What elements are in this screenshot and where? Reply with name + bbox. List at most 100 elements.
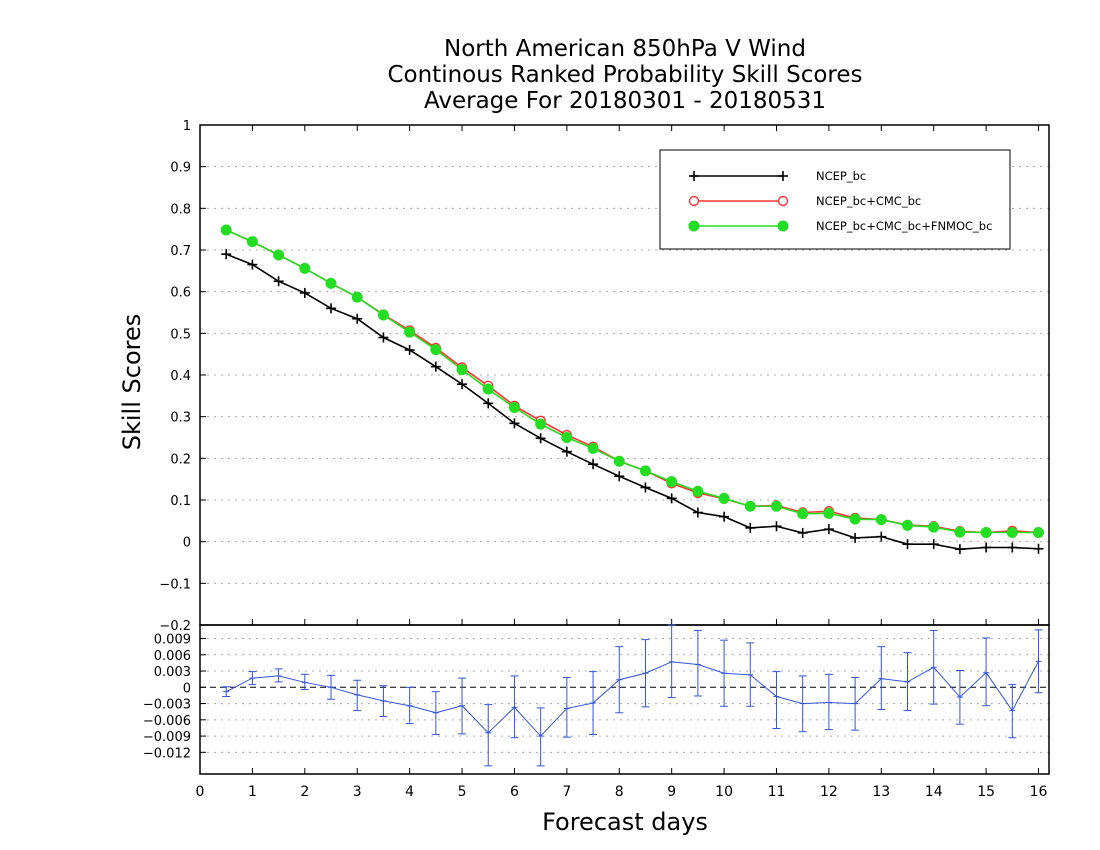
diff-y-tick-label: 0.009 [154,633,191,648]
y-tick-label: 0.2 [170,452,191,467]
data-point [688,220,700,232]
data-point [1033,527,1045,538]
y-tick-label: 1 [183,119,191,134]
series-line [225,229,1039,534]
x-tick-label: 5 [458,784,467,800]
data-point [456,364,468,376]
data-point [377,309,389,321]
data-point [561,432,573,443]
legend-item: NCEP_bc [689,169,866,183]
error-bar [641,639,650,708]
data-point [246,236,258,248]
data-point [777,195,789,207]
y-tick-label: 0.4 [170,369,191,384]
error-bar [431,691,440,735]
diff-y-tick-label: 0.006 [154,649,191,664]
x-tick-label: 9 [667,784,676,800]
data-point [980,527,992,538]
data-point [875,514,887,526]
data-point [508,402,520,413]
diff-y-tick-label: −0.012 [143,746,191,761]
chart-title-line-1: North American 850hPa V Wind [444,36,806,62]
error-bar [222,686,231,698]
x-tick-label: 2 [300,784,309,800]
error-bar [510,675,519,739]
error-bar [248,671,257,686]
data-point [1006,527,1018,538]
x-tick-label: 3 [353,784,362,800]
y-tick-label: 0.6 [170,286,191,301]
diff-plot-frame [199,624,1050,775]
error-bar [562,677,571,738]
y-tick-label: 0.3 [170,411,191,426]
series-1 [221,249,1044,555]
series-2 [221,224,1044,538]
y-tick-label: 0.7 [170,244,191,259]
data-point [613,455,625,467]
x-tick-label: 0 [196,784,205,800]
error-bar [824,673,833,731]
legend-item: NCEP_bc+CMC_bc [688,194,921,208]
legend-label: NCEP_bc+CMC_bc [816,194,921,208]
error-bar [615,646,624,714]
diff-y-tick-label: 0.003 [154,665,191,680]
error-bar [1034,629,1043,694]
diff-y-tick-label: −0.006 [143,714,191,729]
data-point [299,262,311,274]
diff-line [225,661,1039,737]
y-tick-label: 0.5 [170,327,191,342]
series-line [225,253,1039,550]
x-tick-label: 14 [925,784,943,800]
error-bar [379,685,388,718]
legend-label: NCEP_bc+CMC_bc+FNMOC_bc [816,219,992,233]
data-point [639,465,651,477]
error-bar [274,668,283,683]
x-tick-label: 11 [768,784,786,800]
legend-item: NCEP_bc+CMC_bc+FNMOC_bc [688,219,992,233]
y-tick-label: −0.2 [159,619,191,634]
data-point [823,507,835,519]
y-tick-label: −0.1 [159,577,191,592]
error-bar [877,646,886,711]
error-bar [982,637,991,707]
error-bar [929,629,938,705]
error-bar [851,677,860,731]
data-point [666,476,678,488]
error-bar [353,679,362,712]
data-point [220,224,232,236]
error-bar [300,673,309,690]
data-point [688,195,700,207]
chart-title-line-2: Continous Ranked Probability Skill Score… [387,62,863,88]
data-point [430,344,442,356]
data-point [797,508,809,520]
data-point [404,326,416,338]
diff-y-tick-label: −0.009 [143,730,191,745]
error-bar [903,652,912,712]
y-tick-label: 0.9 [170,161,191,176]
data-point [535,418,547,430]
data-point [718,492,730,504]
error-bar [693,629,702,697]
x-tick-label: 1 [248,784,257,800]
data-point [770,500,782,512]
x-tick-label: 7 [562,784,571,800]
x-tick-label: 15 [977,784,995,800]
error-bar [589,671,598,735]
data-point [902,519,913,531]
data-point [744,500,756,512]
error-bar [720,639,729,707]
data-point [849,513,861,525]
data-point [325,277,337,289]
x-tick-label: 13 [872,784,890,800]
error-bar [772,671,781,729]
diff-y-tick-label: 0 [183,681,191,696]
data-point [777,220,789,232]
x-axis-label: Forecast days [542,808,708,836]
chart-title-line-3: Average For 20180301 - 20180531 [423,88,827,114]
x-tick-label: 12 [820,784,838,800]
legend-box [659,149,1011,250]
x-tick-label: 10 [715,784,733,800]
data-point [692,485,704,497]
error-bar [667,624,676,699]
